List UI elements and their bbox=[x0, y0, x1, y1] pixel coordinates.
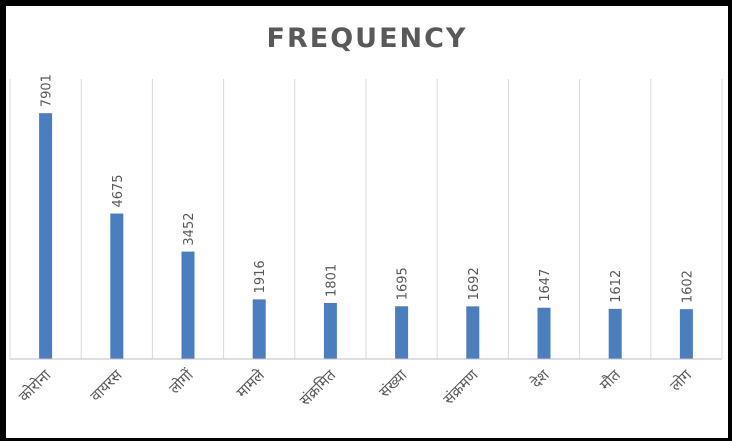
data-label-6: 1695 bbox=[396, 267, 411, 300]
category-labels: कोरोना वायरस लोगों मामले संक्रमित संख्या संक्र… bbox=[15, 365, 696, 409]
bar-10 bbox=[679, 309, 693, 359]
category-label-2: वायरस bbox=[87, 365, 127, 405]
data-label-8: 1647 bbox=[538, 269, 553, 302]
category-label-4: मामले bbox=[233, 366, 269, 402]
bar-8 bbox=[537, 307, 551, 359]
grid-lines bbox=[9, 79, 723, 359]
category-label-8: देश bbox=[527, 366, 553, 392]
category-label-6: संख्या bbox=[375, 365, 411, 401]
category-label-5: संक्रमित bbox=[296, 366, 339, 409]
bar-9 bbox=[608, 308, 622, 359]
bar-3 bbox=[181, 251, 195, 359]
data-label-7: 1692 bbox=[467, 267, 482, 300]
data-label-9: 1612 bbox=[609, 270, 624, 303]
category-label-3: लोगों bbox=[165, 365, 197, 397]
category-label-10: लोग bbox=[667, 366, 696, 395]
data-label-4: 1916 bbox=[253, 260, 268, 293]
bar-7 bbox=[466, 306, 480, 359]
bar-1 bbox=[39, 113, 53, 360]
category-label-9: मौत bbox=[596, 366, 624, 394]
bar-chart: FREQUENCY 7901 4675 3452 1916 1801 1695 1692 16… bbox=[9, 23, 723, 409]
data-labels: 7901 4675 3452 1916 1801 1695 1692 1647 1612 1602 bbox=[40, 74, 696, 303]
chart-area: FREQUENCY 7901 4675 3452 1916 1801 1695 1692 16… bbox=[6, 6, 728, 438]
category-label-7: संक्रमण bbox=[440, 365, 483, 408]
bars bbox=[39, 113, 693, 360]
data-label-10: 1602 bbox=[680, 270, 695, 303]
bar-6 bbox=[395, 306, 409, 359]
bar-4 bbox=[252, 299, 266, 359]
data-label-1: 7901 bbox=[40, 74, 55, 107]
chart-title: FREQUENCY bbox=[267, 23, 468, 54]
category-label-1: कोरोना bbox=[15, 365, 55, 405]
bar-5 bbox=[323, 302, 337, 359]
data-label-3: 3452 bbox=[182, 213, 197, 246]
data-label-5: 1801 bbox=[324, 264, 339, 297]
bar-2 bbox=[110, 213, 124, 359]
data-label-2: 4675 bbox=[111, 174, 126, 207]
